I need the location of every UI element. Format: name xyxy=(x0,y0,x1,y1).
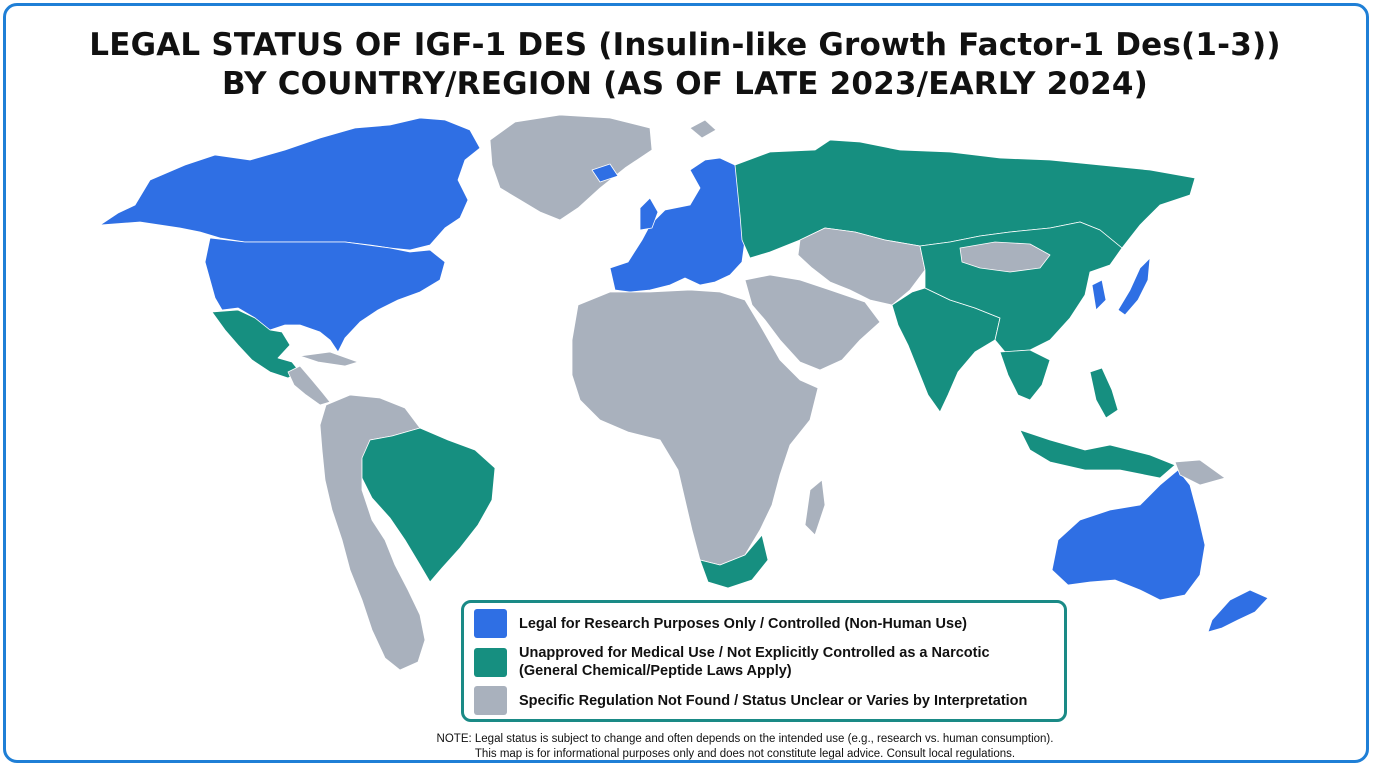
region-indonesia xyxy=(1019,429,1176,479)
legend-label-unclear: Specific Regulation Not Found / Status U… xyxy=(519,692,1028,709)
note-line-1: NOTE: Legal status is subject to change … xyxy=(436,733,1054,745)
legend-label-research: Legal for Research Purposes Only / Contr… xyxy=(519,615,967,632)
region-philippines xyxy=(1089,367,1119,419)
region-brazil xyxy=(361,427,496,583)
legend-item-unclear: Specific Regulation Not Found / Status U… xyxy=(474,686,1054,715)
legend-swatch-unapproved xyxy=(474,647,507,677)
region-europe xyxy=(609,157,746,293)
legend-swatch-research xyxy=(474,609,507,638)
region-japan xyxy=(1117,257,1151,316)
region-canada xyxy=(99,117,481,251)
legend-box: Legal for Research Purposes Only / Contr… xyxy=(461,600,1067,722)
region-uk xyxy=(639,197,659,231)
region-usa xyxy=(204,237,446,353)
region-central-america xyxy=(287,365,331,406)
legend-item-unapproved: Unapproved for Medical Use / Not Explici… xyxy=(474,644,1054,680)
region-new-zealand xyxy=(1207,589,1269,633)
region-australia xyxy=(1051,469,1206,601)
map-title: LEGAL STATUS OF IGF-1 DES (Insulin-like … xyxy=(0,26,1370,104)
region-greenland xyxy=(489,114,653,221)
title-line-2: BY COUNTRY/REGION (AS OF LATE 2023/EARLY… xyxy=(221,66,1149,102)
region-mexico xyxy=(211,309,301,379)
disclaimer-note: NOTE: Legal status is subject to change … xyxy=(0,732,1376,762)
note-line-2: This map is for informational purposes o… xyxy=(474,748,1016,760)
region-central-asia xyxy=(797,227,926,306)
region-madagascar xyxy=(804,479,826,536)
region-southeast-asia xyxy=(999,349,1051,401)
region-middle-east xyxy=(744,274,881,371)
region-south-africa xyxy=(699,534,769,589)
legend-item-research: Legal for Research Purposes Only / Contr… xyxy=(474,609,1054,638)
region-svalbard xyxy=(689,119,717,139)
title-line-1: LEGAL STATUS OF IGF-1 DES (Insulin-like … xyxy=(89,27,1281,63)
region-papua xyxy=(1174,459,1226,486)
legend-swatch-unclear xyxy=(474,686,507,715)
region-cuba xyxy=(299,351,359,367)
region-mongolia xyxy=(959,241,1051,273)
legend-label-unapproved: Unapproved for Medical Use / Not Explici… xyxy=(519,645,990,679)
region-iceland xyxy=(591,163,619,183)
region-africa xyxy=(571,289,819,566)
region-korea xyxy=(1091,279,1107,311)
